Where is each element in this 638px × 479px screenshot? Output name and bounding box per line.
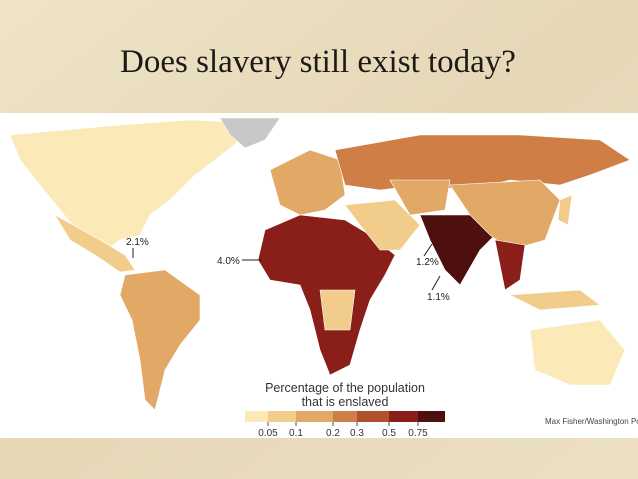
- callout-label: 1.1%: [427, 292, 450, 303]
- slide-title: Does slavery still exist today?: [120, 44, 516, 80]
- central-asia: [389, 179, 451, 216]
- south-america: [119, 269, 201, 411]
- japan: [557, 194, 573, 226]
- legend-title: Percentage of the population: [265, 381, 425, 395]
- callout-line: [431, 275, 441, 291]
- legend-tick-label: 0.5: [382, 428, 396, 439]
- indonesia: [508, 289, 601, 311]
- china: [449, 179, 561, 251]
- southeast-asia: [494, 239, 526, 291]
- callout-label: 2.1%: [126, 237, 149, 248]
- russia: [334, 134, 631, 191]
- legend: Percentage of the population that is ens…: [245, 381, 445, 439]
- legend-tick-label: 0.3: [350, 428, 364, 439]
- greenland: [219, 117, 281, 149]
- europe: [269, 149, 346, 216]
- middle-east: [344, 199, 421, 251]
- legend-swatch: [296, 411, 333, 422]
- legend-swatch: [357, 411, 389, 422]
- callout-line: [423, 243, 433, 257]
- legend-swatch: [245, 411, 268, 422]
- southern-africa: [319, 289, 356, 331]
- legend-title: that is enslaved: [302, 395, 389, 409]
- legend-tick-label: 0.2: [326, 428, 340, 439]
- map: 2.1% 4.0% 1.2% 1.1% Percentage of the po…: [0, 113, 638, 439]
- legend-swatch: [418, 411, 445, 422]
- australia: [529, 319, 626, 386]
- legend-tick-label: 0.75: [408, 428, 428, 439]
- north-america: [9, 119, 241, 256]
- callout-label: 4.0%: [217, 256, 240, 267]
- legend-tick-label: 0.05: [258, 428, 278, 439]
- legend-tick-label: 0.1: [289, 428, 303, 439]
- credit: Max Fisher/Washington Po: [545, 417, 638, 426]
- legend-swatch: [333, 411, 357, 422]
- legend-swatch: [389, 411, 418, 422]
- legend-swatch: [268, 411, 296, 422]
- callout-label: 1.2%: [416, 257, 439, 268]
- central-america: [54, 214, 136, 273]
